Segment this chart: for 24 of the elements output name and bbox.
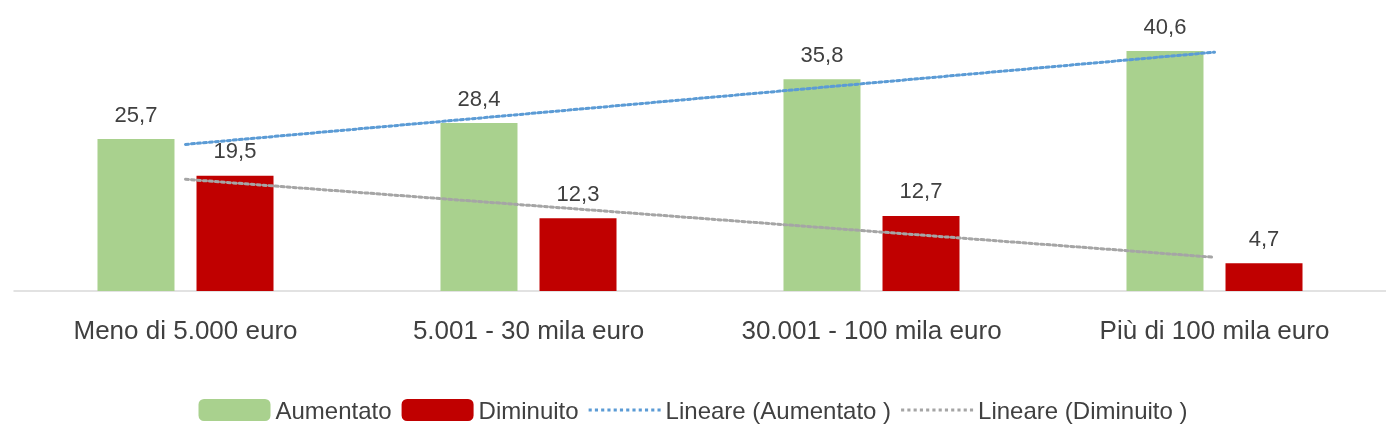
- bar: [1225, 263, 1303, 291]
- data-label: 35,8: [800, 41, 844, 67]
- legend-label: Lineare (Aumentato ): [665, 396, 892, 424]
- bar: [196, 175, 274, 291]
- x-tick-label: 30.001 - 100 mila euro: [741, 315, 1002, 345]
- bar: [1126, 51, 1204, 291]
- bar: [783, 79, 861, 291]
- bar: [440, 123, 518, 291]
- bar: [539, 218, 617, 291]
- x-tick-label: Meno di 5.000 euro: [73, 315, 298, 345]
- x-tick-label: 5.001 - 30 mila euro: [412, 315, 645, 345]
- data-label: 19,5: [213, 138, 257, 164]
- bar: [97, 139, 175, 291]
- data-label: 12,3: [556, 180, 600, 206]
- data-label: 28,4: [457, 85, 501, 111]
- data-label: 25,7: [114, 101, 158, 127]
- data-label: 40,6: [1143, 13, 1187, 39]
- legend-label: Diminuito: [478, 396, 579, 424]
- x-tick-label: Più di 100 mila euro: [1099, 315, 1330, 345]
- data-label: 4,7: [1248, 225, 1280, 251]
- legend-label: Lineare (Diminuito ): [978, 396, 1188, 424]
- legend-label: Aumentato: [275, 396, 392, 424]
- bar: [882, 215, 960, 291]
- data-label: 12,7: [899, 178, 943, 204]
